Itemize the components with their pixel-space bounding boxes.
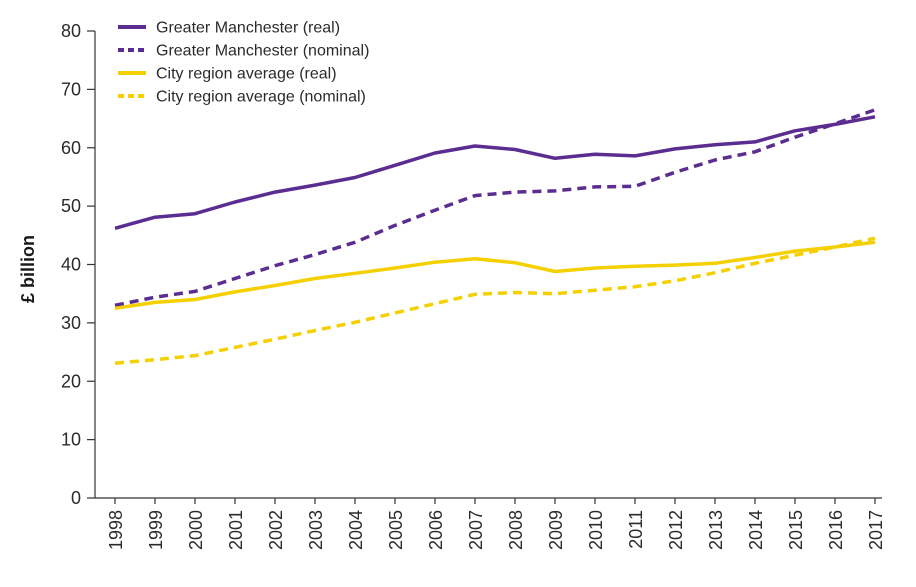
- series-line-2: [114, 108, 876, 308]
- x-tick-label: 2013: [706, 510, 726, 550]
- legend-label-2: Greater Manchester (nominal): [156, 43, 369, 60]
- y-tick-label: 20: [61, 371, 81, 391]
- y-tick-label: 0: [71, 488, 81, 508]
- legend-label-1: Greater Manchester (real): [156, 20, 340, 37]
- x-tick-label: 2006: [426, 510, 446, 550]
- x-axis: 1998 1999 2000 2001 2002 2003 2004 2005 2006 2007…: [95, 497, 886, 550]
- legend-label-3: City region average (real): [156, 66, 337, 83]
- x-tick-label: 2002: [266, 510, 286, 550]
- x-tick-label: 2003: [306, 510, 326, 550]
- x-tick-label: 2009: [546, 510, 566, 550]
- x-tick-label: 2010: [586, 510, 606, 550]
- y-tick-label: 40: [61, 255, 81, 275]
- series-layer: [114, 108, 876, 365]
- y-tick-label: 70: [61, 79, 81, 99]
- y-tick-label: 10: [61, 430, 81, 450]
- x-tick-label: 2017: [866, 510, 886, 550]
- x-tick-label: 2001: [226, 510, 246, 550]
- legend-label-4: City region average (nominal): [156, 89, 366, 106]
- x-tick-label: 2004: [346, 510, 366, 550]
- y-axis-title: £ billion: [18, 235, 38, 303]
- x-tick-label: 2007: [466, 510, 486, 550]
- legend: Greater Manchester (real) Greater Manches…: [118, 20, 369, 106]
- x-tick-label: 2008: [506, 510, 526, 550]
- series-line-4: [114, 236, 876, 365]
- x-tick-label: 2015: [786, 510, 806, 550]
- x-tick-label: 2014: [746, 510, 766, 550]
- y-tick-label: 30: [61, 313, 81, 333]
- y-axis: 0 10 20 30 40 50 60 70 80: [61, 21, 96, 508]
- x-tick-label: 2005: [386, 510, 406, 550]
- series-line-3: [114, 240, 876, 311]
- series-line-1: [114, 115, 876, 230]
- x-tick-label: 2012: [666, 510, 686, 550]
- x-tick-label: 1999: [146, 510, 166, 550]
- y-tick-label: 50: [61, 196, 81, 216]
- x-tick-label: 2016: [826, 510, 846, 550]
- x-tick-label: 1998: [106, 510, 126, 550]
- y-tick-label: 80: [61, 21, 81, 41]
- x-tick-label: 2011: [626, 510, 646, 549]
- x-tick-label: 2000: [186, 510, 206, 550]
- y-tick-label: 60: [61, 138, 81, 158]
